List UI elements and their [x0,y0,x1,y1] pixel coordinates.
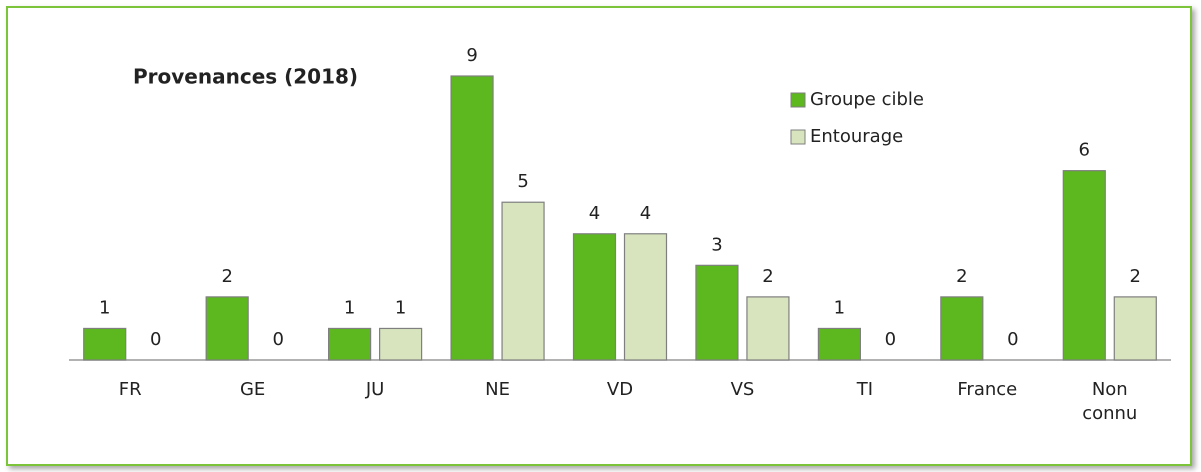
data-label: 1 [834,297,845,318]
data-label: 4 [640,203,651,224]
legend-label: Groupe cible [810,89,924,110]
bar [1062,170,1106,361]
data-label: 9 [466,45,477,66]
data-label: 0 [1007,329,1018,350]
x-tick-label: GE [239,379,266,400]
chart-title: Provenances (2018) [133,65,358,89]
data-label: 0 [885,329,896,350]
bar [746,296,790,361]
data-label: 2 [762,266,773,287]
data-label: 1 [99,297,110,318]
x-tick-label: Non connu [1082,379,1138,424]
bar [623,233,668,361]
bar [205,296,249,361]
data-label: 0 [150,329,161,350]
bar [83,327,127,361]
bar [1113,296,1157,361]
bar [940,296,984,361]
x-tick-label: JU [365,379,385,400]
bar [328,327,372,361]
data-label: 2 [956,266,967,287]
x-tick-label: FR [118,379,142,400]
bar [379,327,423,361]
x-tick-label: France [957,379,1018,400]
x-tick-label: TI [856,379,874,400]
data-label: 0 [272,329,283,350]
data-label: 3 [711,234,722,255]
data-label: 4 [589,203,600,224]
x-tick-label: VS [730,379,755,400]
data-label: 1 [395,297,406,318]
bar [450,75,494,361]
x-tick-label: NE [485,379,510,400]
bar [817,327,861,361]
bar [501,201,545,361]
bar [695,264,739,361]
legend-label: Entourage [810,126,903,147]
data-label: 1 [344,297,355,318]
data-label: 5 [517,171,528,192]
bar [572,233,617,361]
x-tick-label: VD [606,379,634,400]
legend-swatch [790,129,806,145]
data-label: 6 [1079,140,1090,161]
legend-swatch [790,92,806,108]
data-label: 2 [1130,266,1141,287]
data-label: 2 [221,266,232,287]
